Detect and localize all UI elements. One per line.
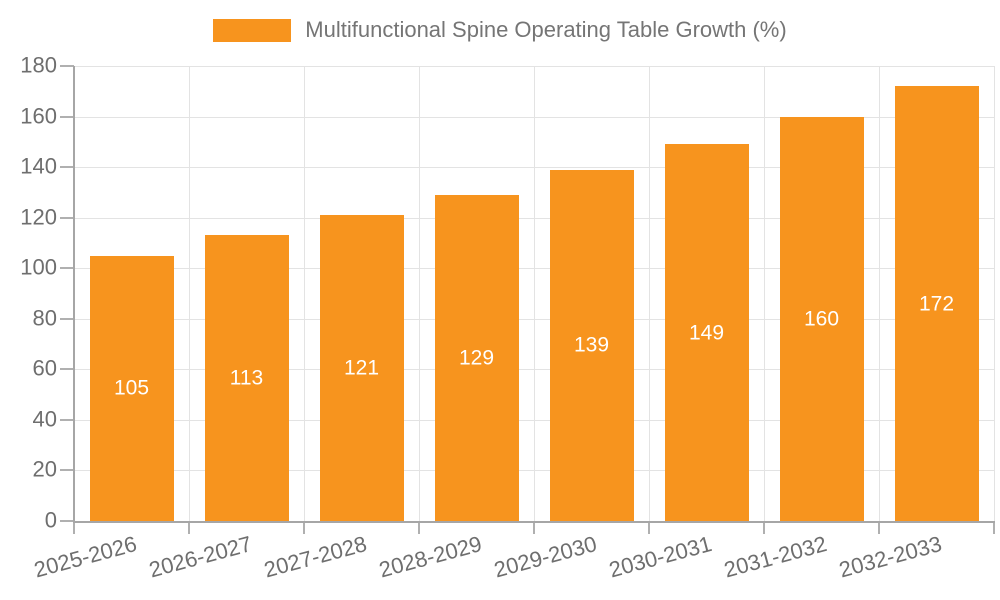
bar-2028-2029	[434, 194, 519, 521]
y-axis-tick	[60, 418, 74, 421]
y-axis-tick	[60, 65, 74, 67]
gridline-vertical	[879, 66, 880, 521]
y-axis-label: 40	[32, 406, 57, 432]
x-axis-label: 2029-2030	[491, 531, 600, 583]
bar-2030-2031	[664, 144, 749, 521]
x-axis-tick	[418, 521, 420, 534]
bar-2031-2032	[779, 116, 864, 521]
y-axis-label: 80	[32, 305, 57, 331]
bar-value-label: 105	[113, 376, 150, 400]
gridline-vertical	[304, 66, 305, 521]
x-axis-tick	[533, 521, 535, 534]
bar-value-label: 149	[688, 321, 725, 345]
x-axis-label: 2028-2029	[376, 531, 485, 583]
gridline-vertical	[994, 66, 995, 521]
bar-value-label: 129	[458, 346, 495, 370]
gridline-vertical	[764, 66, 765, 521]
y-axis-tick	[60, 469, 74, 472]
y-axis-tick	[60, 368, 74, 371]
bar-value-label: 113	[229, 366, 264, 390]
x-axis-label: 2031-2032	[721, 531, 830, 583]
legend-label: Multifunctional Spine Operating Table Gr…	[305, 17, 787, 42]
bar-value-label: 139	[573, 333, 610, 357]
y-axis-line	[73, 66, 75, 521]
legend-swatch[interactable]	[213, 18, 292, 42]
y-axis-tick	[60, 520, 74, 522]
gridline-vertical	[419, 66, 420, 521]
x-axis-label: 2025-2026	[31, 531, 140, 583]
y-axis-label: 0	[44, 507, 57, 533]
y-axis-tick	[60, 267, 74, 270]
y-axis-label: 140	[20, 153, 57, 179]
x-axis-tick	[188, 521, 190, 534]
x-axis-label: 2027-2028	[261, 531, 370, 583]
x-axis-tick	[73, 521, 75, 534]
bar-value-label: 172	[918, 292, 955, 316]
gridline-vertical	[534, 66, 535, 521]
y-axis-tick	[60, 216, 74, 219]
y-axis-label: 180	[20, 52, 57, 78]
bar-2027-2028	[319, 215, 404, 521]
y-axis-label: 120	[20, 204, 57, 230]
x-axis-label: 2026-2027	[146, 531, 255, 583]
chart-legend[interactable]: Multifunctional Spine Operating Table Gr…	[0, 17, 1000, 43]
x-axis-tick	[993, 521, 995, 534]
y-axis-tick	[60, 115, 74, 118]
bar-2025-2026	[89, 255, 174, 521]
gridline-vertical	[649, 66, 650, 521]
y-axis-label: 20	[32, 456, 57, 482]
bar-2026-2027	[204, 235, 289, 521]
bar-value-label: 121	[343, 356, 380, 380]
y-axis-label: 100	[20, 254, 57, 280]
y-axis-tick	[60, 166, 74, 169]
x-axis-label: 2032-2033	[836, 531, 945, 583]
y-axis-label: 160	[20, 103, 57, 129]
x-axis-tick	[648, 521, 650, 534]
x-axis-line	[73, 521, 995, 523]
bar-2032-2033	[894, 86, 979, 521]
y-axis-label: 60	[32, 355, 57, 381]
x-axis-tick	[303, 521, 305, 534]
x-axis-tick	[763, 521, 765, 534]
bar-value-label: 160	[803, 307, 840, 331]
x-axis-label: 2030-2031	[606, 531, 715, 583]
y-axis-tick	[60, 317, 74, 320]
gridline-vertical	[189, 66, 190, 521]
x-axis-tick	[878, 521, 880, 534]
bar-2029-2030	[549, 169, 634, 521]
